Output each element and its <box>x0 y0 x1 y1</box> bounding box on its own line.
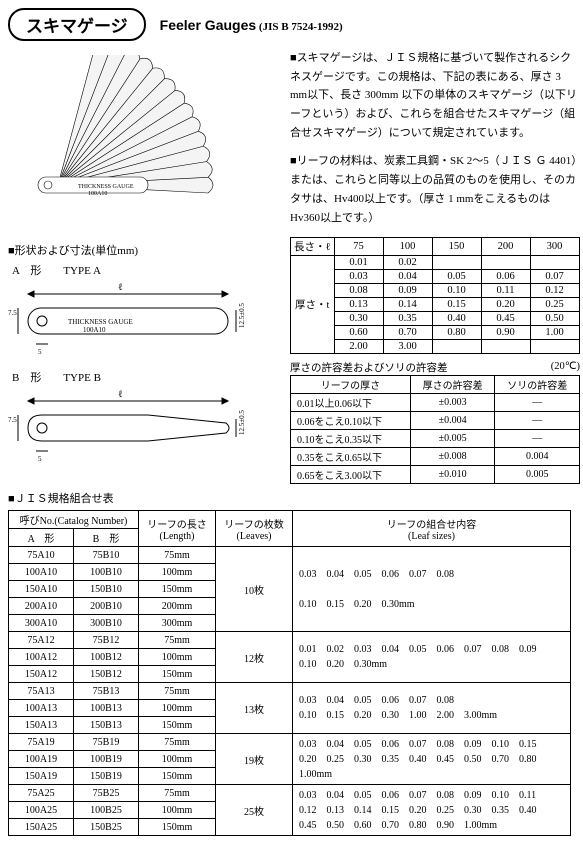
tolerance-table: リーフの厚さ厚さの許容差ソリの許容差0.01以上0.06以下±0.003―0.0… <box>290 375 580 484</box>
paragraph-1: ■スキマゲージは、ＪＩＳ規格に基づいて製作されるシクネスゲージです。この規格は、… <box>290 49 580 142</box>
svg-text:7.5: 7.5 <box>8 416 17 424</box>
page-header: スキマゲージ Feeler Gauges (JIS B 7524-1992) <box>8 8 575 41</box>
tolerance-title: 厚さの許容差およびソリの許容差 <box>290 360 448 375</box>
jis-code: (JIS B 7524-1992) <box>259 21 343 33</box>
type-a-diagram: ℓ THICKNESS GAUGE 100A10 7.5 12.5±0.5 5 <box>8 280 268 360</box>
combination-table: 呼びNo.(Catalog Number)リーフの長さ(Length)リーフの枚… <box>8 510 571 836</box>
tolerance-temp: (20℃) <box>551 360 580 375</box>
type-b-label: B 形 TYPE B <box>12 369 278 385</box>
svg-text:12.5±0.5: 12.5±0.5 <box>238 303 246 328</box>
eng-title-wrap: Feeler Gauges (JIS B 7524-1992) <box>160 17 343 33</box>
svg-text:5: 5 <box>38 455 42 463</box>
shape-heading: ■形状および寸法(単位mm) <box>8 242 278 258</box>
type-a-label: A 形 TYPE A <box>12 262 278 278</box>
svg-text:12.5±0.5: 12.5±0.5 <box>238 410 246 435</box>
title-pill: スキマゲージ <box>8 8 146 41</box>
svg-text:100A10: 100A10 <box>88 191 107 197</box>
svg-text:100A10: 100A10 <box>83 326 106 334</box>
svg-text:THICKNESS GAUGE: THICKNESS GAUGE <box>78 184 134 190</box>
type-b-diagram: ℓ 7.5 12.5±0.5 5 <box>8 387 268 467</box>
svg-text:THICKNESS GAUGE: THICKNESS GAUGE <box>68 318 133 326</box>
svg-text:ℓ: ℓ <box>118 282 123 293</box>
eng-title: Feeler Gauges <box>160 17 257 33</box>
paragraph-2: ■リーフの材料は、炭素工具鋼・SK 2～5（ＪＩＳ Ｇ 4401）または、これら… <box>290 152 580 227</box>
feeler-gauge-illustration: THICKNESS GAUGE 100A10 <box>8 55 228 225</box>
combo-heading: ■ＪＩＳ規格組合せ表 <box>8 490 575 506</box>
svg-text:5: 5 <box>38 348 42 356</box>
thickness-length-table: 長さ・ℓ75100150200300厚さ・t0.010.020.030.040.… <box>290 237 580 354</box>
svg-text:7.5: 7.5 <box>8 309 17 317</box>
svg-text:ℓ: ℓ <box>118 389 123 400</box>
